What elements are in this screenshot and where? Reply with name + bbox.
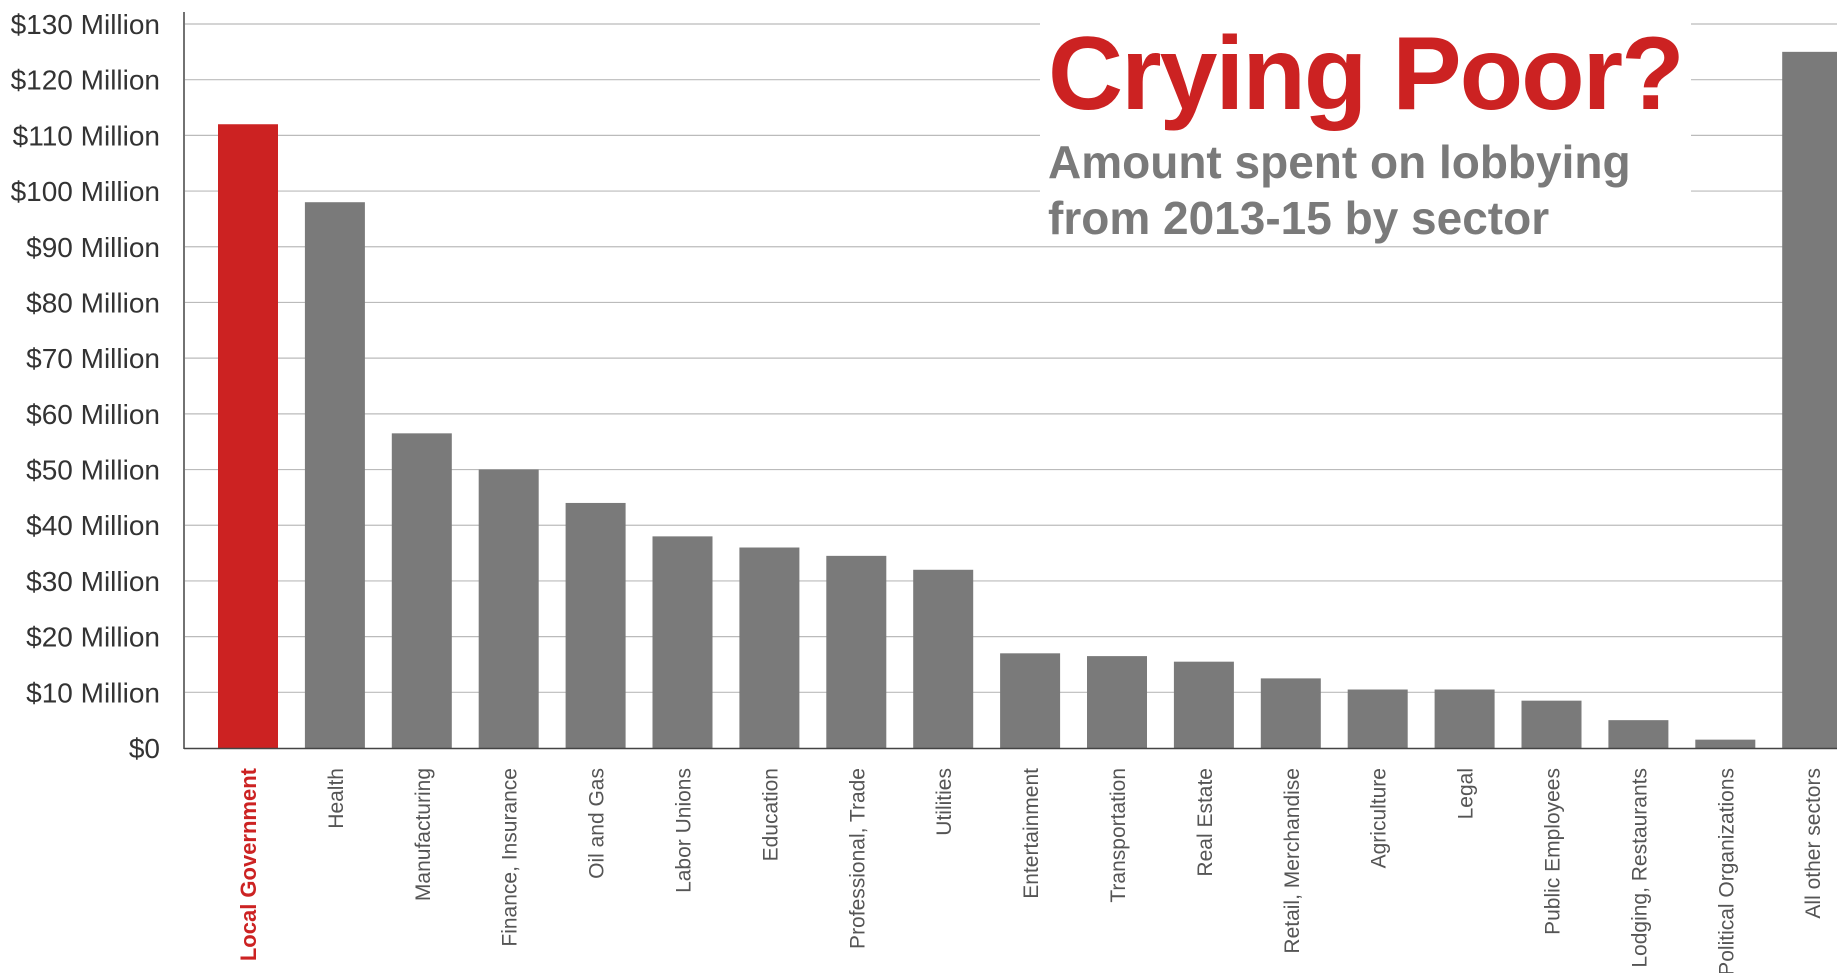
x-category-label: Health: [325, 768, 348, 829]
bar: [1173, 661, 1234, 748]
chart-subtitle: Amount spent on lobbying from 2013-15 by…: [1048, 134, 1683, 246]
x-category-labels: Local Government Health Manufacturing Finan…: [236, 767, 1825, 973]
x-category-label: Professional, Trade: [846, 768, 869, 949]
x-category-label: Oil and Gas: [586, 768, 609, 879]
x-category-label: Education: [759, 768, 782, 861]
bar: [1521, 700, 1582, 748]
x-category-label: Transportation: [1107, 768, 1130, 903]
bar: [739, 547, 800, 748]
bar: [565, 502, 626, 748]
bar: [478, 469, 539, 748]
bar: [1695, 739, 1756, 748]
bar: [304, 202, 365, 748]
bar: [1260, 678, 1321, 748]
x-category-label: Lodging, Restaurants: [1628, 768, 1651, 968]
x-category-label: Legal: [1455, 768, 1478, 819]
x-category-label: Public Employees: [1542, 768, 1565, 935]
x-category-label: Local Government: [236, 767, 261, 961]
bar: [1087, 656, 1147, 748]
chart-subtitle-line-1: Amount spent on lobbying: [1048, 136, 1631, 188]
y-tick-label: $30 Million: [26, 566, 160, 597]
x-category-label: Entertainment: [1020, 768, 1043, 899]
y-tick-label: $70 Million: [26, 343, 160, 374]
x-category-label: Labor Unions: [673, 768, 696, 893]
x-category-label: Manufacturing: [412, 768, 435, 901]
y-tick-label: $120 Million: [11, 65, 160, 96]
x-category-label: Political Organizations: [1715, 768, 1738, 973]
y-tick-labels: $0 $10 Million $20 Million $30 Million $40 M…: [11, 9, 160, 764]
y-tick-label: $100 Million: [11, 176, 160, 207]
bar: [1434, 689, 1495, 748]
x-category-label: Utilities: [933, 768, 956, 836]
y-tick-label: $130 Million: [11, 9, 160, 40]
y-tick-label: $0: [129, 733, 160, 764]
x-category-label: All other sectors: [1802, 768, 1825, 919]
bar: [1782, 51, 1837, 749]
x-category-label: Retail, Merchandise: [1281, 768, 1304, 954]
x-category-label: Agriculture: [1368, 768, 1391, 868]
x-category-label: Real Estate: [1194, 768, 1217, 877]
bar: [391, 433, 452, 748]
y-tick-label: $80 Million: [26, 287, 160, 318]
y-tick-label: $50 Million: [26, 455, 160, 486]
bars: [218, 51, 1837, 749]
bar: [1608, 720, 1669, 748]
bar: [826, 555, 887, 748]
y-tick-label: $40 Million: [26, 510, 160, 541]
y-tick-label: $20 Million: [26, 622, 160, 653]
x-category-label: Finance, Insurance: [499, 768, 522, 947]
axes: [183, 12, 1837, 750]
bar: [1347, 689, 1408, 748]
bar: [218, 124, 278, 748]
chart-title-block: Crying Poor? Amount spent on lobbying fr…: [1040, 22, 1691, 246]
y-tick-label: $60 Million: [26, 399, 160, 430]
bar: [913, 569, 974, 748]
y-tick-label: $110 Million: [13, 120, 160, 151]
bar: [652, 536, 713, 748]
bar: [1000, 653, 1061, 748]
y-tick-label: $90 Million: [26, 232, 160, 263]
chart-title: Crying Poor?: [1048, 16, 1685, 132]
y-tick-label: $10 Million: [26, 677, 160, 708]
chart-subtitle-line-2: from 2013-15 by sector: [1048, 192, 1550, 244]
